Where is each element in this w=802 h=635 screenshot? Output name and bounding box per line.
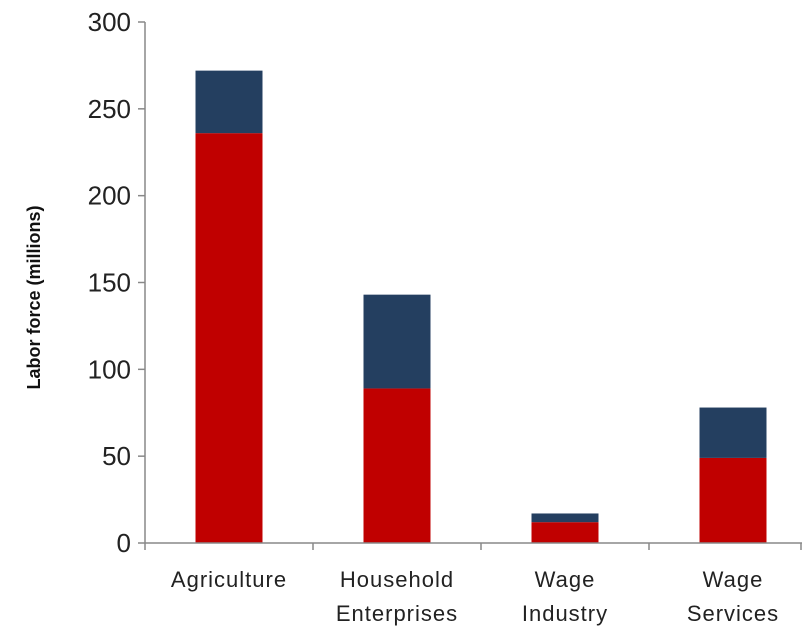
- y-tick-label: 300: [88, 7, 131, 37]
- bar-segment-lower-1: [363, 388, 431, 543]
- y-tick-label: 150: [88, 268, 131, 298]
- x-category-label: Wage Services: [687, 567, 779, 626]
- bars-layer: [195, 70, 767, 543]
- bar-segment-lower-2: [531, 522, 599, 543]
- bar-segment-upper-0: [195, 70, 263, 134]
- bar-segment-upper-2: [531, 513, 599, 523]
- y-tick-label: 200: [88, 181, 131, 211]
- bar-segment-upper-1: [363, 294, 431, 389]
- y-axis-title: Labor force (millions): [24, 205, 44, 389]
- y-tick-label: 100: [88, 354, 131, 384]
- y-tick-label: 50: [102, 441, 131, 471]
- x-category-label: Wage Industry: [522, 567, 608, 626]
- x-categories: Agriculture Household Enterprises Wage Indus…: [171, 567, 779, 626]
- bar-segment-lower-3: [699, 457, 767, 543]
- bar-segment-upper-3: [699, 407, 767, 458]
- y-tick-label: 0: [117, 528, 131, 558]
- x-category-label: Household Enterprises: [336, 567, 458, 626]
- y-tick-label: 250: [88, 94, 131, 124]
- bar-segment-lower-0: [195, 133, 263, 543]
- y-ticks: 0 50 100 150 200 250 300: [88, 7, 145, 558]
- x-category-label: Agriculture: [171, 567, 287, 592]
